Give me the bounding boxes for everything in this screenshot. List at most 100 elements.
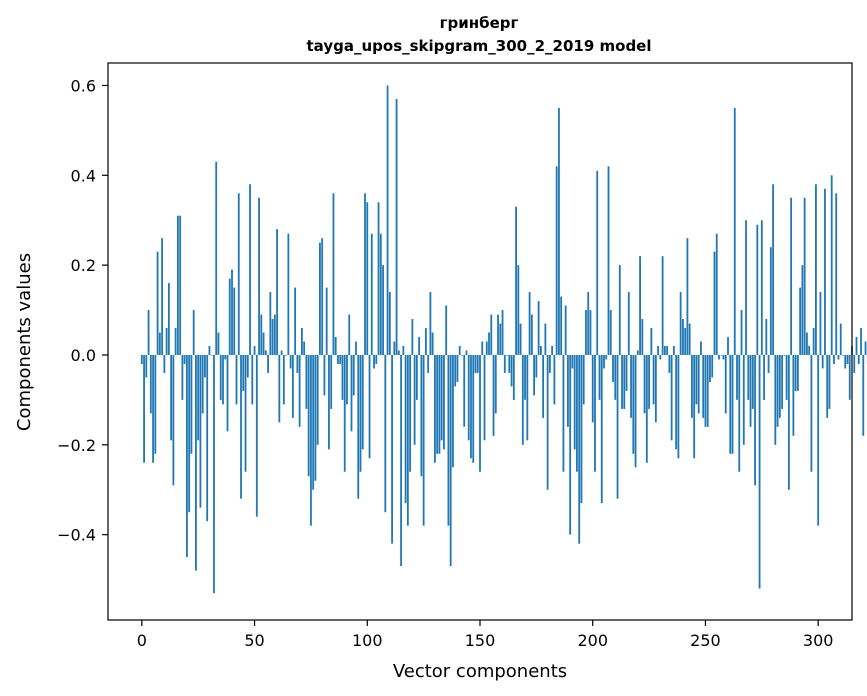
- bar-160: [501, 310, 504, 355]
- bar-215: [625, 354, 628, 391]
- bar-212: [618, 265, 621, 355]
- bar-16: [176, 215, 179, 355]
- bar-170: [524, 354, 526, 400]
- bar-291: [796, 354, 799, 391]
- bar-247: [697, 354, 700, 414]
- bar-173: [530, 314, 533, 355]
- bar-85: [332, 193, 335, 355]
- bar-43: [237, 193, 240, 355]
- bar-265: [738, 354, 741, 472]
- bar-77: [314, 354, 317, 481]
- bar-232: [663, 345, 666, 355]
- y-tick-label-5: 0.6: [71, 76, 96, 95]
- bar-219: [634, 354, 637, 468]
- bar-290: [794, 354, 797, 391]
- bar-149: [476, 354, 479, 373]
- bar-39: [228, 278, 231, 355]
- bar-86: [334, 337, 337, 355]
- bar-279: [769, 247, 772, 355]
- bar-169: [521, 354, 524, 445]
- bar-226: [650, 328, 653, 355]
- bar-301: [819, 292, 822, 355]
- bar-115: [400, 354, 402, 567]
- bar-185: [558, 107, 560, 355]
- bars-group: [140, 85, 867, 594]
- bar-147: [472, 354, 475, 463]
- bar-222: [641, 319, 644, 355]
- bar-309: [837, 354, 840, 360]
- bar-300: [817, 354, 820, 526]
- bar-142: [461, 354, 463, 356]
- bar-228: [654, 354, 657, 423]
- bar-166: [515, 206, 517, 355]
- bar-273: [756, 224, 759, 355]
- bar-214: [623, 354, 626, 409]
- bar-177: [539, 345, 542, 355]
- bar-201: [594, 354, 596, 472]
- bar-8: [158, 332, 161, 355]
- bar-310: [839, 323, 842, 355]
- bar-55: [264, 350, 267, 355]
- bar-176: [537, 301, 540, 355]
- bar-192: [573, 354, 576, 450]
- bar-288: [790, 197, 793, 355]
- bar-271: [751, 354, 754, 409]
- bar-287: [787, 354, 790, 490]
- bar-38: [226, 354, 229, 432]
- bar-242: [686, 238, 689, 355]
- bar-167: [517, 265, 520, 355]
- bar-116: [402, 345, 405, 355]
- bar-312: [844, 354, 847, 369]
- bar-205: [603, 354, 605, 369]
- bar-34: [217, 332, 220, 355]
- bar-48: [249, 184, 251, 355]
- bar-66: [289, 354, 292, 369]
- bar-257: [720, 354, 723, 356]
- bar-275: [760, 220, 763, 355]
- bar-50: [253, 345, 256, 355]
- bar-263: [733, 107, 736, 355]
- bar-73: [305, 354, 308, 409]
- y-axis-ticks: −0.4 −0.2 0.0 0.2 0.4 0.6: [57, 76, 108, 545]
- bar-36: [222, 354, 224, 405]
- bar-230: [659, 354, 662, 360]
- bar-216: [627, 292, 630, 355]
- bar-296: [808, 345, 811, 355]
- bar-20: [186, 354, 188, 558]
- bar-72: [303, 341, 306, 355]
- bar-282: [776, 354, 779, 427]
- bar-194: [578, 354, 581, 544]
- bar-41: [233, 287, 236, 355]
- bar-125: [422, 354, 425, 526]
- bar-181: [548, 354, 551, 373]
- bar-78: [316, 354, 319, 445]
- bar-305: [828, 354, 831, 409]
- bar-31: [210, 354, 213, 356]
- bar-5: [152, 354, 154, 463]
- bar-145: [467, 354, 470, 441]
- y-tick-label-4: 0.4: [71, 166, 96, 185]
- bar-105: [377, 202, 380, 355]
- bar-151: [481, 341, 484, 355]
- bar-195: [580, 354, 583, 504]
- bar-299: [815, 184, 817, 355]
- bar-264: [736, 354, 738, 400]
- bar-235: [670, 354, 673, 441]
- bar-251: [706, 354, 709, 427]
- bar-59: [273, 314, 276, 355]
- bar-107: [382, 265, 384, 355]
- bar-119: [409, 354, 412, 472]
- bar-44: [240, 354, 242, 499]
- bar-7: [156, 251, 159, 355]
- x-tick-label-0: 0: [137, 631, 147, 650]
- bar-174: [533, 354, 536, 396]
- bar-91: [346, 354, 348, 405]
- bar-319: [860, 328, 862, 355]
- bar-182: [551, 345, 554, 355]
- bar-233: [666, 345, 669, 355]
- bar-126: [424, 328, 427, 355]
- bar-89: [341, 354, 344, 400]
- bar-294: [803, 197, 806, 355]
- bar-293: [801, 265, 804, 355]
- bar-283: [778, 354, 781, 418]
